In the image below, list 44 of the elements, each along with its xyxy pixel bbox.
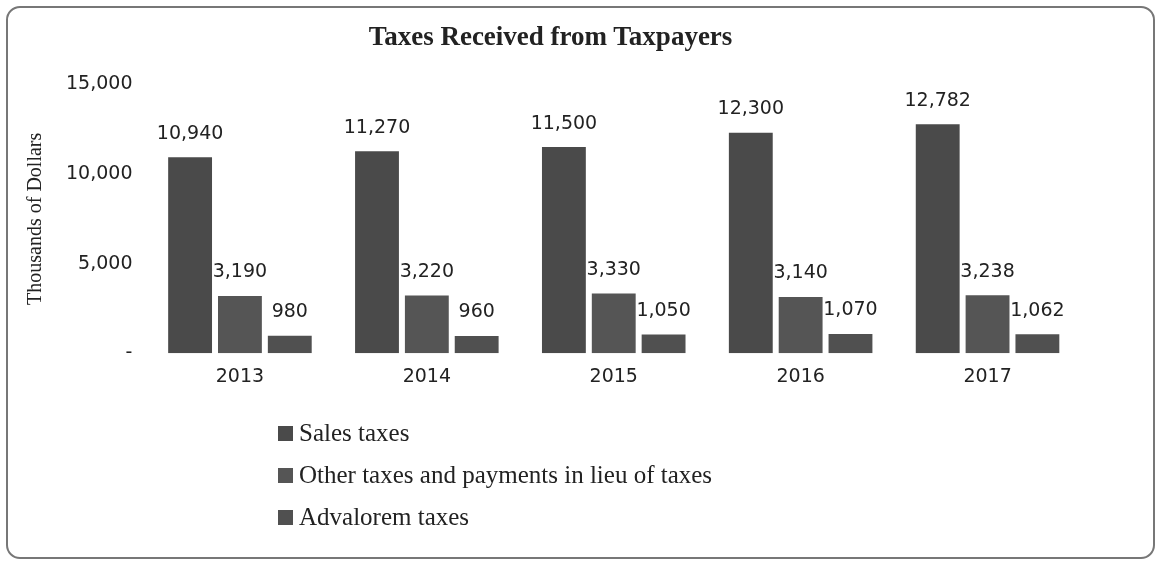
legend-label: Sales taxes	[299, 419, 410, 447]
data-label: 12,300	[717, 96, 785, 119]
bar	[267, 335, 312, 354]
bar	[355, 151, 399, 354]
x-tick-label: 2016	[776, 363, 825, 386]
y-tick-label: 10,000	[66, 160, 133, 183]
chart-title: Taxes Received from Taxpayers	[368, 21, 733, 52]
data-label: 3,220	[399, 258, 455, 281]
x-tick-label: 2015	[589, 363, 638, 386]
data-label: 1,062	[1010, 297, 1065, 320]
legend-label: Other taxes and payments in lieu of taxes	[299, 461, 713, 489]
bar	[1015, 334, 1060, 354]
y-tick-label: 5,000	[78, 250, 133, 273]
y-axis-title: Thousands of Dollars	[23, 132, 46, 305]
data-label: 3,330	[586, 256, 641, 279]
y-tick-label: -	[125, 340, 133, 363]
x-tick-label: 2017	[963, 363, 1012, 386]
data-label: 12,782	[904, 87, 971, 110]
x-tick-label: 2014	[402, 363, 452, 386]
bar	[965, 295, 1010, 354]
bar	[454, 336, 499, 354]
data-label: 10,940	[156, 120, 224, 143]
bar	[915, 124, 960, 354]
data-label: 980	[271, 299, 308, 322]
x-tick-label: 2013	[215, 363, 265, 386]
bar	[641, 334, 686, 354]
bar	[728, 132, 773, 354]
bar	[541, 147, 586, 354]
bar	[591, 293, 636, 354]
legend-label: Advalorem taxes	[299, 503, 470, 531]
bar	[218, 296, 262, 354]
data-label: 1,070	[823, 297, 878, 320]
data-label: 3,238	[960, 258, 1015, 281]
data-label: 1,050	[636, 297, 691, 320]
bar	[828, 334, 873, 354]
data-label: 11,500	[530, 110, 598, 133]
bar	[168, 157, 213, 354]
data-label: 960	[458, 299, 495, 322]
data-label: 11,270	[343, 114, 411, 137]
data-label: 3,190	[212, 259, 268, 282]
data-label: 3,140	[773, 260, 828, 283]
bar	[404, 295, 449, 354]
bar	[778, 296, 823, 354]
y-tick-label: 15,000	[66, 71, 133, 94]
